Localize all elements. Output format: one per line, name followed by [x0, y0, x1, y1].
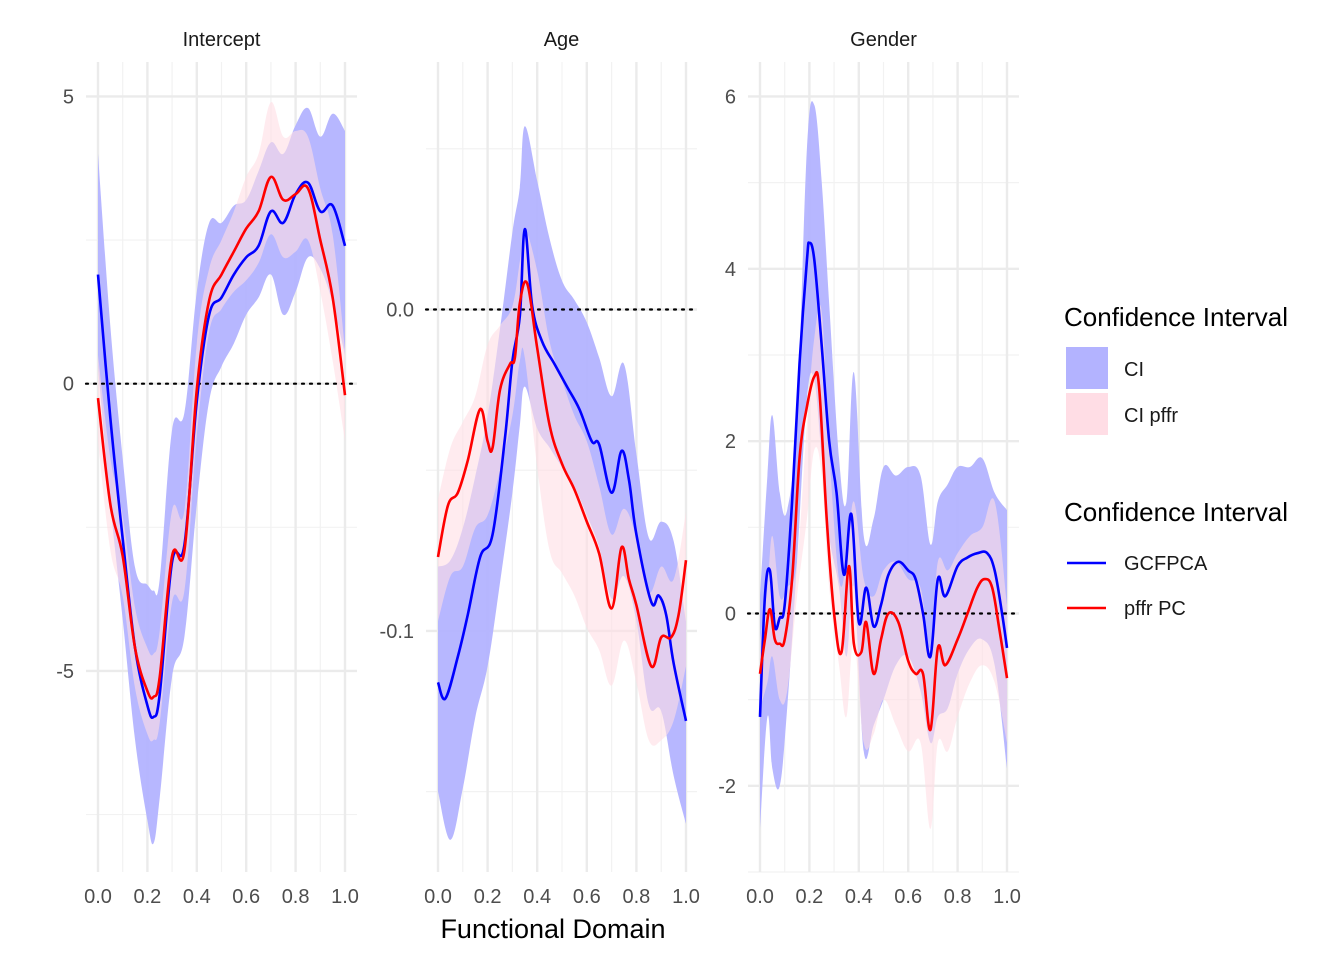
- y-tick-label: 0: [725, 603, 736, 625]
- y-tick-label: 0.0: [386, 300, 414, 322]
- panel-title: Gender: [850, 29, 917, 51]
- band-ci-pffr: [438, 229, 686, 746]
- x-tick-label: 0.8: [622, 886, 650, 908]
- legend-label-gcfpca: GCFPCA: [1124, 553, 1208, 575]
- x-axis-title: Functional Domain: [440, 914, 665, 944]
- y-tick-label: 2: [725, 431, 736, 453]
- y-tick-label: 6: [725, 86, 736, 108]
- legend-line: Confidence Interval GCFPCA pffr PC: [1064, 497, 1288, 620]
- y-tick-label: 5: [63, 86, 74, 108]
- legend-label-pffr-pc: pffr PC: [1124, 598, 1186, 620]
- panel-gender: Gender 0.0 0.2 0.4 0.6 0.8 1.0 6 4 2 0 -2: [718, 29, 1021, 908]
- series-gcfpca: [758, 241, 1009, 717]
- facet-panels: Intercept 0.0 0.2 0.4 0.6 0.8 1.0 5 0 -5 Age 0.0 0.2…: [56, 29, 1021, 908]
- legend-key-ci-pffr: [1066, 393, 1108, 435]
- y-tick-label: -5: [56, 661, 74, 683]
- y-tick-label: 4: [725, 259, 736, 281]
- x-tick-label: 1.0: [331, 886, 359, 908]
- legend-label-ci-pffr: CI pffr: [1124, 405, 1178, 427]
- panel-title: Age: [544, 29, 580, 51]
- x-tick-label: 0.4: [523, 886, 551, 908]
- series-pffr-pc: [758, 370, 1009, 732]
- legend-fill: Confidence Interval CI CI pffr: [1064, 302, 1288, 435]
- y-tick-label: 0: [63, 374, 74, 396]
- x-tick-label: 0.6: [573, 886, 601, 908]
- x-tick-label: 0.0: [746, 886, 774, 908]
- x-tick-label: 0.2: [474, 886, 502, 908]
- x-tick-label: 0.0: [424, 886, 452, 908]
- x-tick-label: 0.8: [944, 886, 972, 908]
- legend-key-ci: [1066, 347, 1108, 389]
- panel-intercept: Intercept 0.0 0.2 0.4 0.6 0.8 1.0 5 0 -5: [56, 29, 359, 908]
- x-tick-label: 1.0: [672, 886, 700, 908]
- x-tick-label: 1.0: [993, 886, 1021, 908]
- x-tick-label: 0.4: [183, 886, 211, 908]
- panel-age: Age 0.0 0.2 0.4 0.6 0.8 1.0 0.0 -0.1: [380, 29, 700, 908]
- x-tick-label: 0.2: [795, 886, 823, 908]
- series-gcfpca: [436, 227, 688, 722]
- legend-line-title: Confidence Interval: [1064, 497, 1288, 527]
- y-tick-label: -0.1: [380, 621, 414, 643]
- x-tick-label: 0.6: [232, 886, 260, 908]
- x-tick-label: 0.0: [84, 886, 112, 908]
- series-pffr-pc: [96, 175, 347, 700]
- x-tick-label: 0.4: [845, 886, 873, 908]
- legend-fill-title: Confidence Interval: [1064, 302, 1288, 332]
- x-tick-label: 0.6: [894, 886, 922, 908]
- series-pffr-pc: [436, 280, 688, 669]
- y-tick-label: -2: [718, 776, 736, 798]
- legend-label-ci: CI: [1124, 359, 1144, 381]
- x-tick-label: 0.2: [133, 886, 161, 908]
- panel-title: Intercept: [183, 29, 261, 51]
- x-tick-label: 0.8: [282, 886, 310, 908]
